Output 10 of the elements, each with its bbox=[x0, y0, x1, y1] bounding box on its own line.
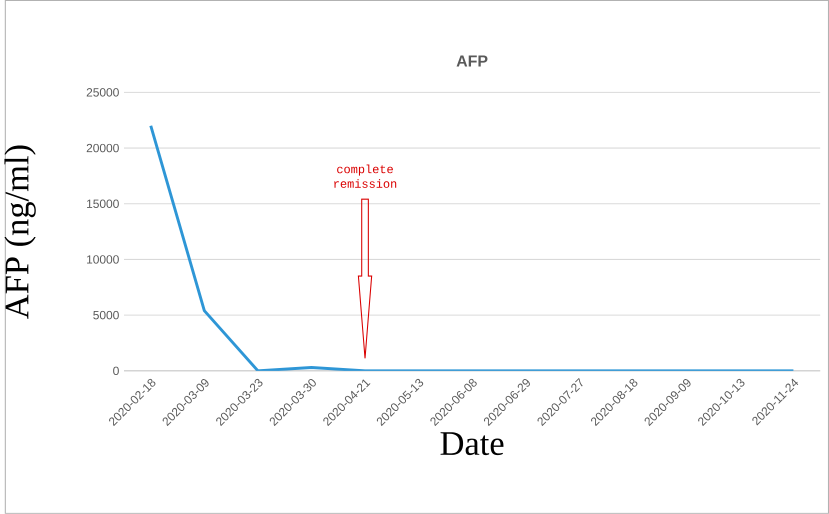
y-axis-title: AFP (ng/ml) bbox=[4, 146, 36, 319]
y-tick-label: 0 bbox=[113, 366, 119, 376]
chart-title: AFP bbox=[456, 56, 488, 66]
y-tick-label: 15000 bbox=[87, 200, 119, 208]
y-tick-label: 20000 bbox=[86, 144, 119, 152]
y-tick-label: 10000 bbox=[87, 255, 119, 264]
y-tick-label: 5000 bbox=[93, 310, 119, 320]
annotation: complete remission bbox=[334, 164, 396, 188]
y-tick-label: 25000 bbox=[86, 88, 119, 97]
x-axis-title: Date bbox=[440, 432, 504, 456]
